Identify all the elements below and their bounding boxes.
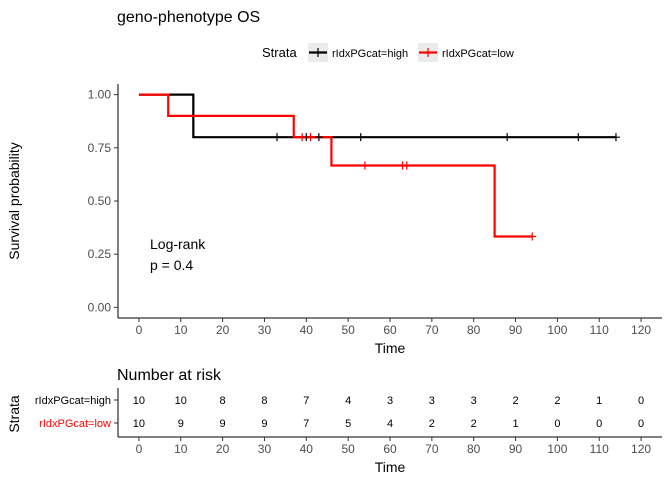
risk-row-label: rIdxPGcat=high bbox=[35, 395, 111, 407]
y-tick-label: 1.00 bbox=[88, 88, 112, 102]
risk-x-tick-label: 20 bbox=[216, 442, 230, 456]
x-tick-label: 110 bbox=[590, 323, 609, 337]
risk-count: 7 bbox=[303, 395, 309, 407]
risk-x-tick-label: 90 bbox=[509, 442, 523, 456]
censor-mark bbox=[314, 133, 323, 142]
legend: Strata rIdxPGcat=high rIdxPGcat=low bbox=[262, 43, 514, 62]
risk-count: 2 bbox=[429, 418, 435, 430]
legend-title: Strata bbox=[262, 45, 297, 60]
risk-x-tick-label: 60 bbox=[383, 442, 397, 456]
y-axis-label: Survival probability bbox=[6, 142, 22, 260]
risk-count: 0 bbox=[638, 418, 644, 430]
x-tick-label: 0 bbox=[136, 323, 143, 337]
risk-count: 0 bbox=[554, 418, 560, 430]
y-tick-label: 0.50 bbox=[88, 194, 112, 208]
risk-count: 10 bbox=[133, 418, 145, 430]
annotation-line-2: p = 0.4 bbox=[150, 257, 193, 273]
risk-count: 4 bbox=[387, 418, 393, 430]
censor-mark bbox=[611, 133, 620, 142]
risk-count: 10 bbox=[133, 395, 145, 407]
censor-mark bbox=[574, 133, 583, 142]
y-tick-label: 0.75 bbox=[88, 141, 112, 155]
annotation-line-1: Log-rank bbox=[150, 236, 206, 252]
legend-label: rIdxPGcat=high bbox=[332, 48, 408, 60]
x-tick-label: 90 bbox=[509, 323, 523, 337]
x-tick-label: 80 bbox=[467, 323, 481, 337]
risk-count: 3 bbox=[387, 395, 393, 407]
risk-count: 0 bbox=[596, 418, 602, 430]
risk-x-tick-label: 0 bbox=[136, 442, 143, 456]
censor-mark bbox=[360, 161, 369, 170]
x-tick-label: 100 bbox=[547, 323, 567, 337]
risk-count: 3 bbox=[471, 395, 477, 407]
series-line-low bbox=[138, 93, 533, 238]
risk-count: 2 bbox=[554, 395, 560, 407]
risk-count: 4 bbox=[345, 395, 351, 407]
x-tick-label: 40 bbox=[300, 323, 314, 337]
risk-x-tick-label: 110 bbox=[590, 442, 609, 456]
risk-x-tick-label: 50 bbox=[341, 442, 355, 456]
risk-count: 5 bbox=[345, 418, 351, 430]
censor-mark bbox=[273, 133, 282, 142]
survival-plot-area: 0.00 0.25 0.50 0.75 1.00 0 10 20 30 40 50 60 70 80 90 1… bbox=[88, 84, 662, 337]
risk-count: 0 bbox=[638, 395, 644, 407]
chart-title: geno-phenotype OS bbox=[117, 9, 260, 26]
x-tick-label: 10 bbox=[174, 323, 188, 337]
risk-table-x-label: Time bbox=[375, 459, 406, 475]
censor-mark bbox=[528, 232, 537, 241]
risk-x-tick-label: 80 bbox=[467, 442, 481, 456]
x-tick-label: 60 bbox=[383, 323, 397, 337]
risk-count: 8 bbox=[261, 395, 267, 407]
x-tick-label: 120 bbox=[631, 323, 651, 337]
x-tick-label: 20 bbox=[216, 323, 230, 337]
risk-count: 10 bbox=[175, 395, 187, 407]
risk-x-tick-label: 10 bbox=[174, 442, 188, 456]
risk-row-label: rIdxPGcat=low bbox=[39, 418, 111, 430]
risk-x-tick-label: 40 bbox=[300, 442, 314, 456]
x-axis-label: Time bbox=[375, 340, 406, 356]
risk-count: 7 bbox=[303, 418, 309, 430]
censor-mark bbox=[306, 133, 315, 142]
censor-mark bbox=[402, 161, 411, 170]
risk-count: 2 bbox=[512, 395, 518, 407]
risk-count: 3 bbox=[429, 395, 435, 407]
risk-x-tick-label: 120 bbox=[631, 442, 651, 456]
risk-table-title: Number at risk bbox=[117, 367, 222, 384]
x-tick-label: 30 bbox=[258, 323, 272, 337]
risk-count: 1 bbox=[512, 418, 518, 430]
risk-table: Number at risk 0 10 20 30 40 50 60 70 80 90 100 110… bbox=[6, 367, 662, 475]
risk-count: 9 bbox=[178, 418, 184, 430]
censor-mark bbox=[356, 133, 365, 142]
censor-mark bbox=[298, 133, 307, 142]
censor-mark bbox=[503, 133, 512, 142]
risk-count: 2 bbox=[471, 418, 477, 430]
risk-count: 9 bbox=[220, 418, 226, 430]
risk-x-tick-label: 70 bbox=[425, 442, 439, 456]
risk-x-tick-label: 30 bbox=[258, 442, 272, 456]
risk-count: 8 bbox=[220, 395, 226, 407]
risk-x-tick-label: 100 bbox=[547, 442, 567, 456]
risk-count: 1 bbox=[596, 395, 602, 407]
y-tick-label: 0.25 bbox=[88, 247, 112, 261]
risk-count: 9 bbox=[261, 418, 267, 430]
risk-table-y-label: Strata bbox=[6, 395, 22, 433]
legend-label: rIdxPGcat=low bbox=[442, 48, 514, 60]
x-tick-label: 50 bbox=[341, 323, 355, 337]
y-tick-label: 0.00 bbox=[88, 300, 112, 314]
x-tick-label: 70 bbox=[425, 323, 439, 337]
